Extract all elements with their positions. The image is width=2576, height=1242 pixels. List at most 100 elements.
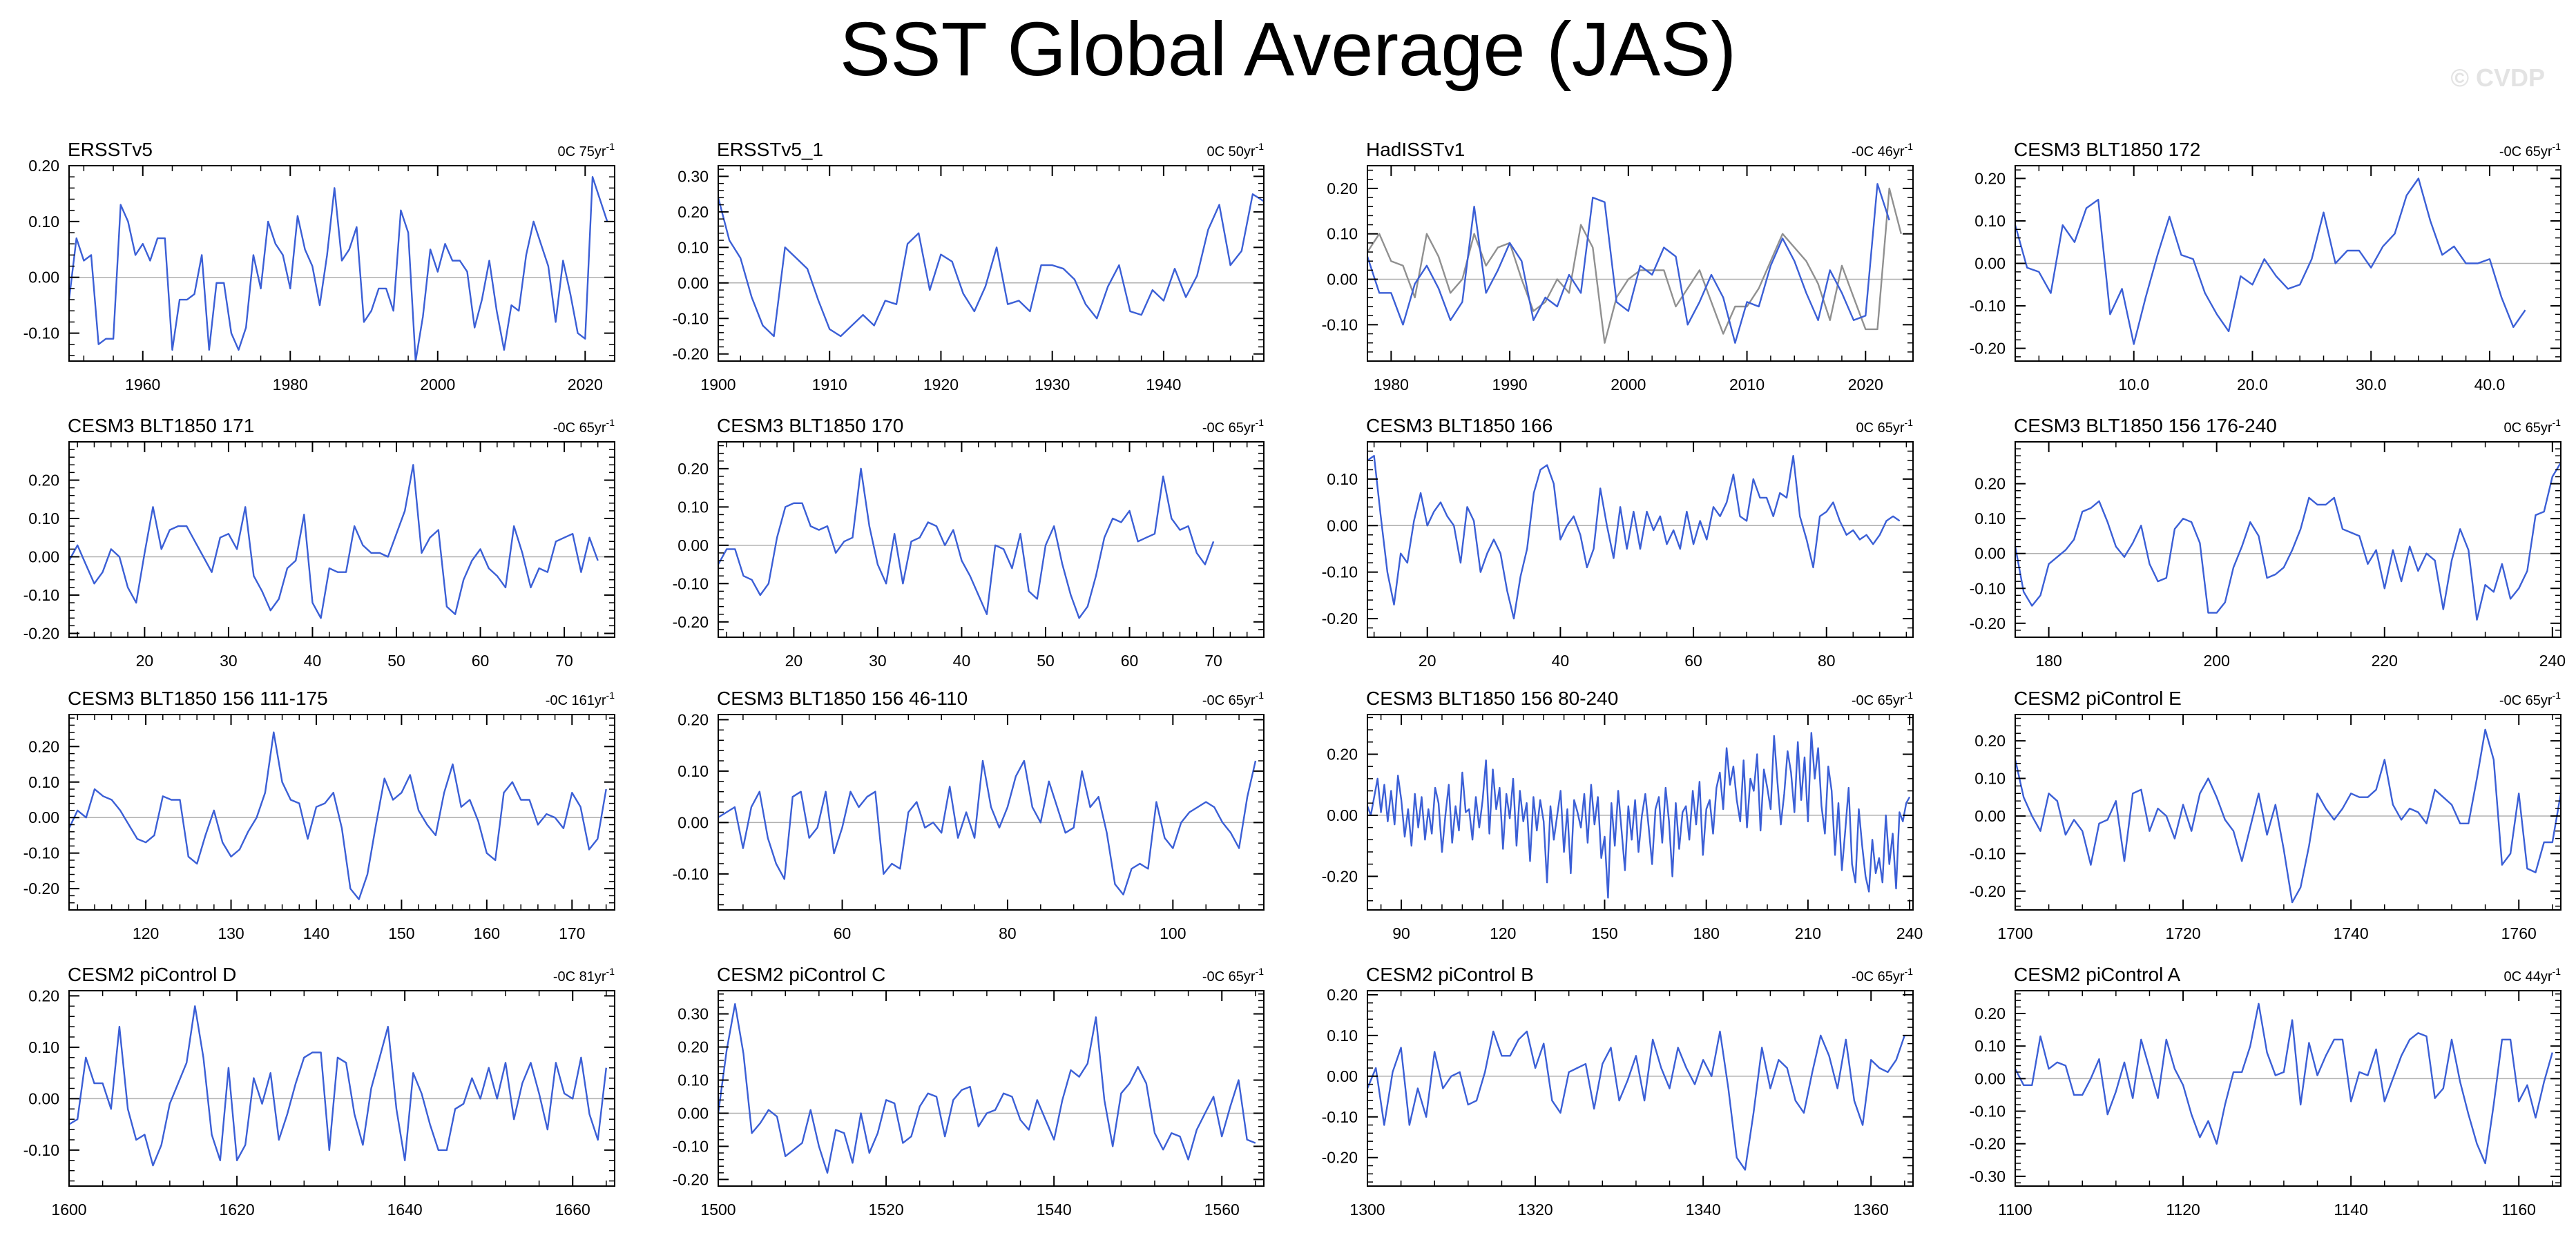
y-tick-label: 0.20 (28, 157, 59, 175)
chart-panel: 60 80 100 -0.10 0.00 0.10 0.20 CESM3 BLT1850 15… (673, 688, 1265, 942)
chart-panel: 20 40 60 80 -0.20 -0.10 0.00 0.10 CESM3 BLT1850 … (1322, 415, 1914, 670)
observed-series-line (1366, 187, 1902, 344)
plot-frame (68, 165, 615, 362)
panel-info-superscript: -1 (2553, 417, 2561, 428)
x-tick-label: 1160 (2501, 1201, 2535, 1219)
y-tick-label: -0.20 (673, 1170, 709, 1188)
panel-info-superscript: -1 (2553, 690, 2561, 701)
panel-info-superscript: -1 (1905, 417, 1914, 428)
y-tick-label: 0.00 (1974, 545, 2006, 563)
y-tick-label: -0.20 (1970, 614, 2006, 632)
chart-panel: 20 30 40 50 60 70 -0.20 -0.10 0.00 0.10 0.20 CESM3 … (23, 415, 615, 670)
x-tick-label: 50 (1037, 652, 1055, 670)
x-tick-label: 2020 (1848, 376, 1883, 394)
y-tick-label: -0.10 (1322, 316, 1358, 333)
panel-info: -0C 46yr-1 (1852, 141, 1913, 159)
x-tick-label: 80 (999, 924, 1017, 942)
x-tick-label: 20 (1419, 652, 1436, 670)
y-tick-label: -0.20 (1970, 340, 2006, 358)
y-tick-label: 0.20 (677, 203, 709, 221)
model-series-line (2014, 462, 2562, 621)
y-tick-label: 0.20 (1974, 1005, 2006, 1022)
y-tick-label: 0.10 (1974, 212, 2006, 230)
chart-panel: 10.0 20.0 30.0 40.0 -0.20 -0.10 0.00 0.10 0.20 CE… (1970, 139, 2561, 394)
y-tick-label: 0.10 (1327, 1027, 1358, 1045)
x-tick-label: 80 (1818, 652, 1836, 670)
y-tick-label: -0.10 (673, 574, 709, 592)
panel-title: CESM2 piControl D (68, 964, 236, 985)
panel-info: 0C 44yr-1 (2504, 966, 2561, 984)
x-tick-label: 1990 (1492, 376, 1528, 394)
x-tick-label: 1660 (555, 1201, 590, 1219)
model-series-line (68, 1005, 607, 1167)
x-tick-label: 1340 (1686, 1201, 1721, 1219)
model-series-line (2014, 1002, 2553, 1165)
y-tick-label: -0.10 (1322, 1108, 1358, 1126)
y-tick-label: -0.20 (1322, 867, 1358, 885)
y-tick-label: 0.10 (28, 510, 59, 527)
panel-info-superscript: -1 (1256, 141, 1265, 152)
x-tick-label: 1520 (868, 1201, 903, 1219)
panel-info: -0C 65yr-1 (1202, 966, 1264, 984)
chart-panel: 1600 1620 1640 1660 -0.10 0.00 0.10 0.20 CESM2 p… (23, 964, 615, 1219)
plot-frame (718, 441, 1265, 638)
y-tick-label: -0.20 (673, 345, 709, 363)
panel-info-superscript: -1 (1256, 966, 1265, 977)
plot-frame (1367, 441, 1914, 638)
y-tick-label: 0.10 (677, 238, 709, 256)
x-tick-label: 1620 (219, 1201, 254, 1219)
x-tick-label: 60 (834, 924, 852, 942)
chart-panel: 1980 1990 2000 2010 2020 -0.10 0.00 0.10 0.20 Had… (1322, 139, 1914, 394)
panel-title: CESM3 BLT1850 170 (717, 415, 903, 436)
y-tick-label: 0.20 (1327, 179, 1358, 197)
plot-frame (1367, 165, 1914, 362)
x-tick-label: 50 (387, 652, 405, 670)
panel-info: 0C 65yr-1 (2504, 417, 2561, 436)
y-tick-label: -0.10 (23, 844, 59, 862)
chart-panel: 120 130 140 150 160 170 -0.20 -0.10 0.00 0.10 0.20… (23, 688, 615, 942)
x-tick-label: 60 (472, 652, 490, 670)
x-tick-label: 1300 (1349, 1201, 1385, 1219)
x-tick-label: 1920 (923, 376, 959, 394)
x-tick-label: 1930 (1035, 376, 1070, 394)
panel-info-superscript: -1 (2553, 141, 2561, 152)
y-tick-label: -0.20 (1322, 610, 1358, 628)
y-tick-label: -0.10 (1970, 579, 2006, 597)
panel-title: CESM3 BLT1850 172 (2014, 139, 2200, 160)
panel-title: CESM3 BLT1850 166 (1366, 415, 1553, 436)
y-tick-label: 0.20 (677, 710, 709, 728)
y-tick-label: 0.10 (28, 213, 59, 231)
y-tick-label: 0.00 (1974, 807, 2006, 825)
chart-panel: 1100 1120 1140 1160 -0.30 -0.20 -0.10 0.00 0.10 0… (1970, 964, 2561, 1219)
panel-title: CESM3 BLT1850 156 80-240 (1366, 688, 1618, 709)
panel-title: ERSSTv5_1 (717, 139, 823, 160)
panel-title: CESM3 BLT1850 156 46-110 (717, 688, 968, 709)
x-tick-label: 1960 (125, 376, 160, 394)
x-tick-label: 120 (1490, 924, 1516, 942)
model-series-line (1366, 183, 1890, 344)
y-tick-label: -0.10 (673, 1137, 709, 1155)
y-tick-label: -0.10 (23, 586, 59, 604)
y-tick-label: 0.20 (1327, 745, 1358, 763)
y-tick-label: -0.10 (673, 865, 709, 883)
y-tick-label: -0.10 (673, 309, 709, 327)
y-tick-label: 0.10 (1974, 770, 2006, 788)
panel-info-superscript: -1 (1905, 141, 1914, 152)
plot-frame (718, 165, 1265, 362)
model-series-line (2014, 177, 2526, 345)
x-tick-label: 40 (953, 652, 971, 670)
y-tick-label: -0.10 (1970, 844, 2006, 862)
x-tick-label: 20 (785, 652, 803, 670)
model-series-line (68, 176, 608, 362)
panel-info-superscript: -1 (2553, 966, 2561, 977)
x-tick-label: 1900 (700, 376, 736, 394)
y-tick-label: 0.10 (1974, 510, 2006, 527)
chart-panel: 1700 1720 1740 1760 -0.20 -0.10 0.00 0.10 0.20 CE… (1970, 688, 2562, 942)
x-tick-label: 140 (303, 924, 329, 942)
y-tick-label: 0.20 (28, 987, 59, 1005)
y-tick-label: 0.00 (677, 813, 709, 831)
plot-frame (1367, 990, 1914, 1187)
x-tick-label: 40 (304, 652, 322, 670)
y-tick-label: -0.20 (23, 624, 59, 642)
